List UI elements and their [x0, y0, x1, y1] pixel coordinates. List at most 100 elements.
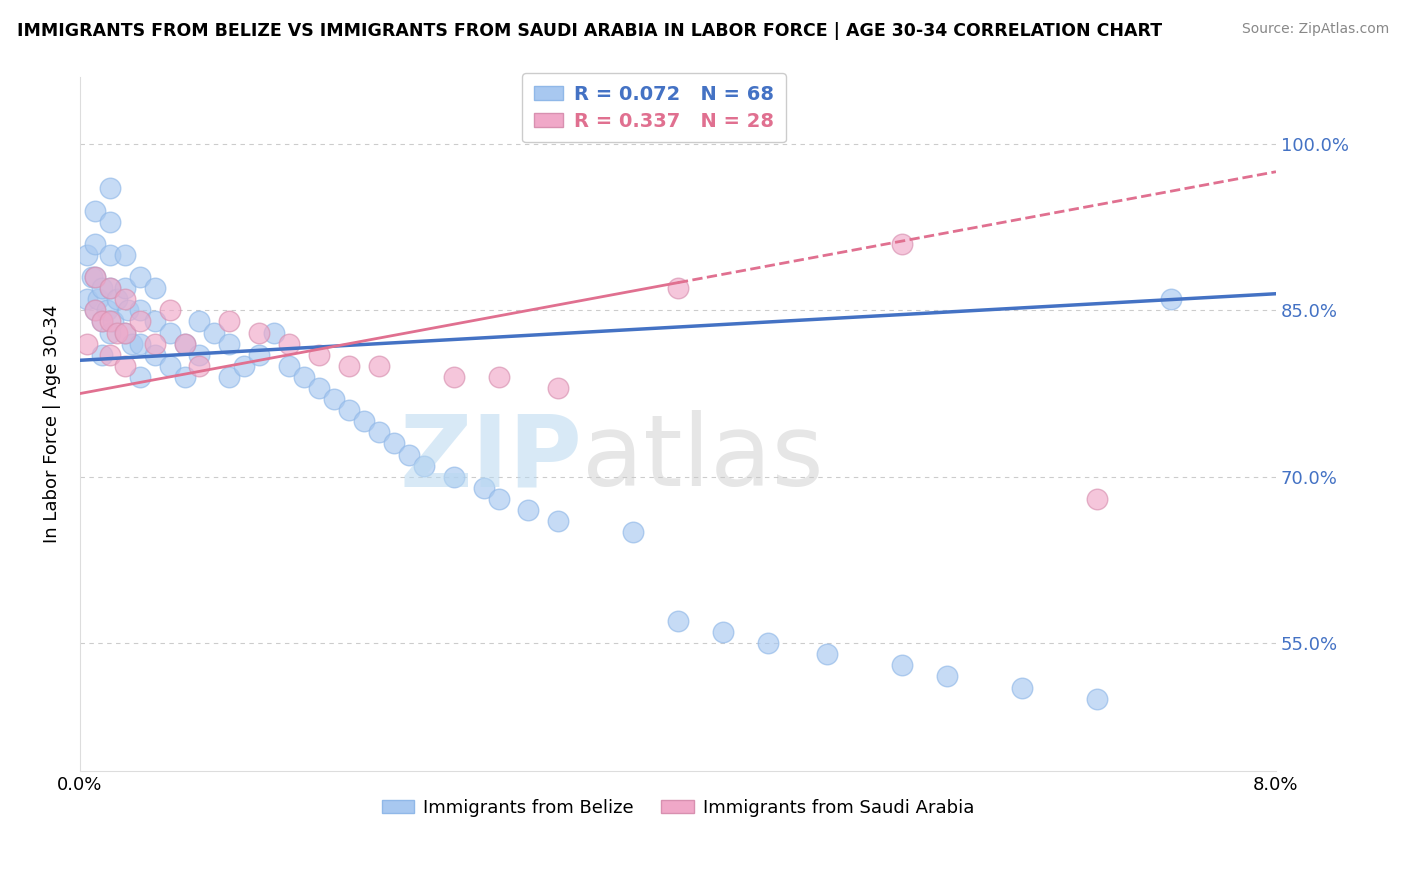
Point [114, 326, 136, 340]
Point [247, 348, 270, 362]
Point [517, 503, 540, 517]
Point [83, 303, 105, 318]
Point [105, 326, 128, 340]
Point [412, 458, 434, 473]
Point [91, 314, 114, 328]
Point [117, 303, 139, 318]
Point [128, 303, 150, 318]
Point [263, 326, 285, 340]
Point [308, 381, 330, 395]
Point [323, 392, 346, 406]
Point [96, 303, 118, 318]
Point [83, 203, 105, 218]
Point [233, 359, 256, 373]
Point [128, 336, 150, 351]
Point [367, 425, 389, 440]
Point [367, 359, 389, 373]
Point [308, 348, 330, 362]
Point [128, 314, 150, 328]
Point [98, 214, 121, 228]
Point [83, 303, 105, 318]
Point [756, 636, 779, 650]
Point [114, 248, 136, 262]
Point [80, 270, 103, 285]
Point [443, 370, 465, 384]
Point [666, 614, 689, 628]
Point [547, 514, 569, 528]
Point [472, 481, 495, 495]
Point [114, 293, 136, 307]
Point [188, 348, 211, 362]
Point [488, 491, 510, 506]
Text: Source: ZipAtlas.com: Source: ZipAtlas.com [1241, 22, 1389, 37]
Point [143, 348, 166, 362]
Point [173, 336, 195, 351]
Point [666, 281, 689, 295]
Point [337, 403, 360, 417]
Point [98, 314, 121, 328]
Point [547, 381, 569, 395]
Point [98, 181, 121, 195]
Point [218, 314, 240, 328]
Point [337, 359, 360, 373]
Point [1160, 293, 1182, 307]
Point [98, 281, 121, 295]
Point [278, 336, 301, 351]
Point [382, 436, 405, 450]
Point [143, 336, 166, 351]
Point [1085, 691, 1108, 706]
Point [114, 281, 136, 295]
Y-axis label: In Labor Force | Age 30-34: In Labor Force | Age 30-34 [44, 305, 60, 543]
Point [83, 236, 105, 251]
Point [278, 359, 301, 373]
Point [218, 336, 240, 351]
Point [83, 270, 105, 285]
Point [76, 336, 98, 351]
Point [143, 281, 166, 295]
Point [204, 326, 226, 340]
Point [76, 248, 98, 262]
Point [247, 326, 270, 340]
Point [98, 348, 121, 362]
Point [91, 348, 114, 362]
Point [891, 236, 914, 251]
Point [91, 281, 114, 295]
Point [159, 303, 181, 318]
Point [891, 658, 914, 673]
Point [488, 370, 510, 384]
Point [621, 525, 644, 540]
Point [218, 370, 240, 384]
Point [1011, 681, 1033, 695]
Point [353, 414, 375, 428]
Point [98, 281, 121, 295]
Point [173, 370, 195, 384]
Point [83, 270, 105, 285]
Point [173, 336, 195, 351]
Text: atlas: atlas [582, 410, 824, 508]
Point [711, 625, 734, 640]
Point [815, 647, 838, 661]
Point [114, 359, 136, 373]
Point [91, 314, 114, 328]
Legend: Immigrants from Belize, Immigrants from Saudi Arabia: Immigrants from Belize, Immigrants from … [374, 791, 981, 824]
Text: ZIP: ZIP [399, 410, 582, 508]
Point [1085, 491, 1108, 506]
Point [292, 370, 315, 384]
Point [114, 326, 136, 340]
Point [128, 270, 150, 285]
Point [87, 293, 110, 307]
Point [128, 370, 150, 384]
Point [936, 669, 959, 683]
Point [98, 248, 121, 262]
Point [159, 359, 181, 373]
Point [188, 314, 211, 328]
Point [443, 469, 465, 483]
Point [76, 293, 98, 307]
Point [121, 336, 143, 351]
Point [398, 448, 420, 462]
Point [159, 326, 181, 340]
Point [101, 314, 124, 328]
Point [105, 293, 128, 307]
Point [188, 359, 211, 373]
Point [98, 326, 121, 340]
